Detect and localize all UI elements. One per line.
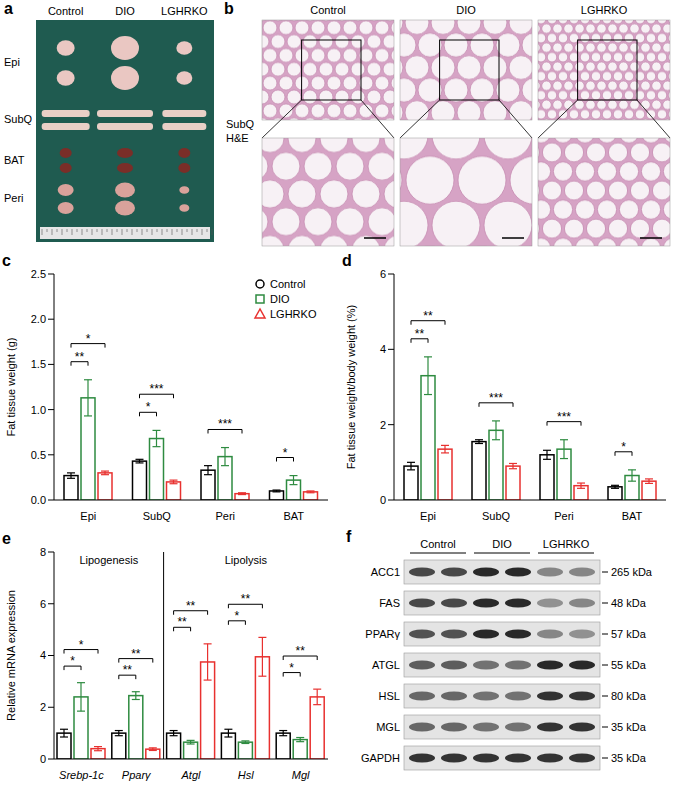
- svg-text:0: 0: [380, 494, 386, 506]
- svg-text:57 kDa: 57 kDa: [611, 628, 647, 640]
- svg-text:Mgl: Mgl: [292, 769, 310, 781]
- svg-text:Srebp-1c: Srebp-1c: [59, 769, 104, 781]
- svg-text:2.5: 2.5: [31, 268, 46, 280]
- svg-text:0.0: 0.0: [31, 494, 46, 506]
- svg-text:LGHRKO: LGHRKO: [581, 4, 628, 16]
- svg-text:LGHRKO: LGHRKO: [270, 308, 317, 320]
- svg-text:BAT: BAT: [622, 510, 643, 522]
- svg-text:1.5: 1.5: [31, 358, 46, 370]
- svg-text:2.0: 2.0: [31, 313, 46, 325]
- svg-text:HSL: HSL: [379, 690, 400, 702]
- svg-text:*: *: [146, 400, 151, 414]
- svg-text:SubQ: SubQ: [143, 510, 172, 522]
- svg-text:0.5: 0.5: [31, 449, 46, 461]
- svg-text:**: **: [186, 599, 196, 613]
- svg-text:265 kDa: 265 kDa: [611, 566, 653, 578]
- svg-text:1.0: 1.0: [31, 404, 46, 416]
- svg-text:BAT: BAT: [4, 154, 25, 166]
- svg-text:Pparγ: Pparγ: [122, 769, 152, 781]
- svg-text:4: 4: [380, 343, 386, 355]
- svg-text:**: **: [123, 663, 133, 677]
- svg-text:4: 4: [40, 649, 46, 661]
- svg-text:*: *: [79, 638, 84, 652]
- svg-text:Peri: Peri: [554, 510, 574, 522]
- svg-text:LGHRKO: LGHRKO: [543, 538, 590, 550]
- svg-text:6: 6: [40, 598, 46, 610]
- svg-text:2: 2: [380, 419, 386, 431]
- svg-text:**: **: [131, 647, 141, 661]
- svg-text:***: ***: [218, 417, 232, 431]
- svg-text:LGHRKO: LGHRKO: [161, 5, 208, 17]
- svg-text:35 kDa: 35 kDa: [611, 752, 647, 764]
- svg-text:**: **: [177, 615, 187, 629]
- svg-text:PPARγ: PPARγ: [365, 628, 400, 640]
- svg-text:Control: Control: [420, 538, 455, 550]
- svg-text:a: a: [4, 0, 13, 17]
- svg-text:8: 8: [40, 546, 46, 558]
- svg-text:**: **: [241, 592, 251, 606]
- svg-text:SubQ: SubQ: [4, 113, 33, 125]
- svg-text:Epi: Epi: [4, 56, 20, 68]
- svg-text:Control: Control: [48, 5, 83, 17]
- svg-text:Atgl: Atgl: [181, 769, 202, 781]
- svg-text:c: c: [2, 252, 11, 269]
- svg-text:6: 6: [380, 268, 386, 280]
- svg-text:*: *: [621, 440, 626, 454]
- svg-text:Lipogenesis: Lipogenesis: [79, 554, 138, 566]
- svg-text:Relative mRNA expression: Relative mRNA expression: [5, 590, 17, 721]
- svg-text:**: **: [415, 327, 425, 341]
- svg-text:ATGL: ATGL: [372, 659, 400, 671]
- svg-text:ACC1: ACC1: [371, 566, 400, 578]
- svg-text:**: **: [423, 309, 433, 323]
- svg-text:*: *: [86, 332, 91, 346]
- svg-text:48 kDa: 48 kDa: [611, 597, 647, 609]
- svg-text:H&E: H&E: [226, 132, 249, 144]
- svg-text:*: *: [289, 661, 294, 675]
- svg-text:35 kDa: 35 kDa: [611, 721, 647, 733]
- svg-text:*: *: [283, 446, 288, 460]
- svg-text:f: f: [346, 528, 352, 545]
- svg-text:Epi: Epi: [420, 510, 436, 522]
- svg-text:e: e: [2, 530, 11, 547]
- svg-text:Control: Control: [310, 4, 345, 16]
- svg-text:*: *: [70, 654, 75, 668]
- svg-text:***: ***: [489, 391, 503, 405]
- svg-text:Peri: Peri: [4, 192, 24, 204]
- svg-text:BAT: BAT: [283, 510, 304, 522]
- svg-text:DIO: DIO: [115, 5, 135, 17]
- svg-text:Hsl: Hsl: [238, 769, 254, 781]
- svg-text:**: **: [75, 350, 85, 364]
- svg-text:DIO: DIO: [492, 538, 512, 550]
- svg-text:***: ***: [557, 410, 571, 424]
- svg-text:Fat tissue weight/body weight: Fat tissue weight/body weight (%): [345, 305, 357, 469]
- svg-text:MGL: MGL: [376, 721, 400, 733]
- svg-text:0: 0: [40, 753, 46, 765]
- svg-text:b: b: [224, 0, 234, 17]
- svg-text:**: **: [296, 644, 306, 658]
- svg-text:*: *: [235, 609, 240, 623]
- svg-text:80 kDa: 80 kDa: [611, 690, 647, 702]
- svg-text:DIO: DIO: [270, 293, 290, 305]
- svg-text:DIO: DIO: [456, 4, 476, 16]
- svg-text:SubQ: SubQ: [482, 510, 511, 522]
- svg-text:Lipolysis: Lipolysis: [225, 554, 268, 566]
- svg-text:Epi: Epi: [80, 510, 96, 522]
- svg-text:Fat tissue weight (g): Fat tissue weight (g): [5, 337, 17, 436]
- svg-text:2: 2: [40, 701, 46, 713]
- svg-text:SubQ: SubQ: [226, 118, 255, 130]
- svg-text:d: d: [342, 252, 352, 269]
- svg-text:Control: Control: [270, 278, 305, 290]
- svg-text:55 kDa: 55 kDa: [611, 659, 647, 671]
- svg-text:FAS: FAS: [379, 597, 400, 609]
- svg-text:Peri: Peri: [215, 510, 235, 522]
- svg-text:***: ***: [149, 382, 163, 396]
- svg-text:GAPDH: GAPDH: [361, 752, 400, 764]
